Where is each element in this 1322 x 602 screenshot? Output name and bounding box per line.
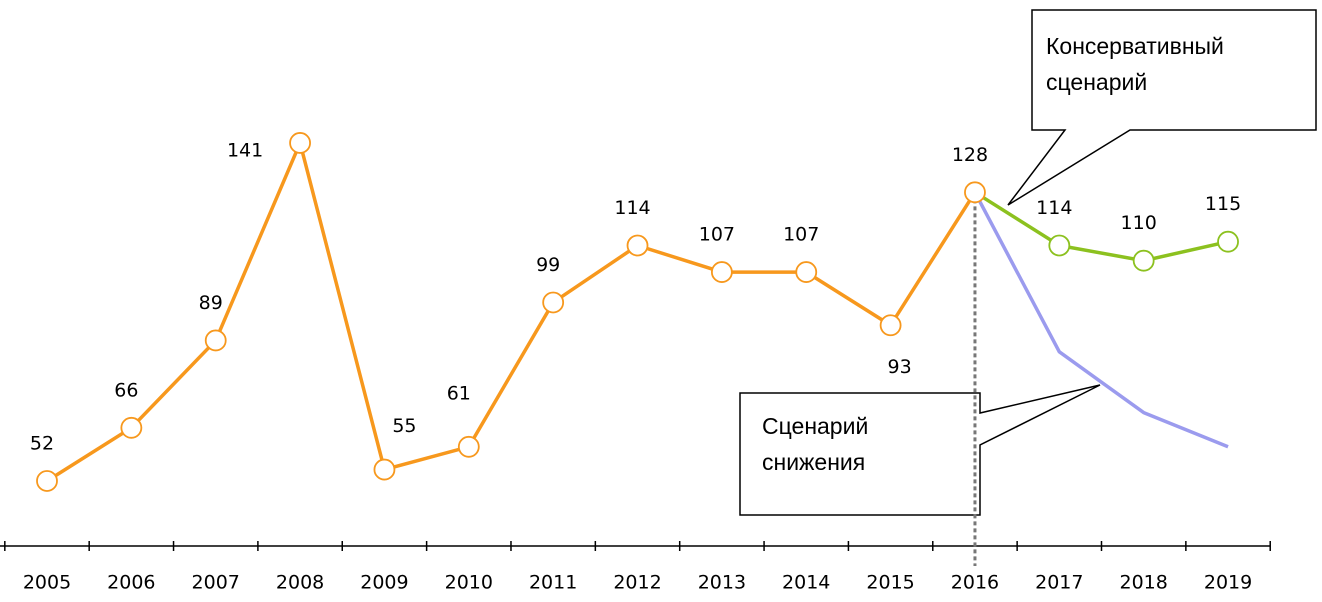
marker [795,261,818,283]
marker [542,291,565,314]
legend-label: Консервативный сценарий [1046,33,1230,95]
legend-label: Сценарий снижения [762,413,875,475]
marker [1048,234,1071,257]
x-tick-label: 2006 [107,572,155,594]
marker [1217,230,1239,253]
data-label: 115 [1205,193,1241,215]
x-tick-label: 2005 [23,572,71,594]
data-label: 66 [114,379,138,401]
marker [964,181,986,204]
series-line [973,191,1229,449]
callout-box [739,384,1101,516]
x-tick-label: 2019 [1204,572,1252,594]
data-label: 114 [614,197,650,219]
data-label: 110 [1121,212,1157,234]
marker [373,458,396,481]
x-tick-label: 2016 [951,572,999,594]
data-label: 128 [952,144,988,166]
data-label: 107 [783,224,819,246]
x-tick-label: 2013 [698,572,746,594]
data-label: 114 [1036,197,1072,219]
marker [457,435,480,458]
data-label: 55 [392,415,416,437]
marker [1132,249,1155,272]
marker [204,329,227,352]
marker [120,416,143,439]
data-label: 141 [227,139,263,161]
x-tick-label: 2012 [613,572,661,594]
series-line [974,190,1229,263]
data-label: 93 [888,356,912,378]
marker [879,314,902,337]
data-label: 61 [447,382,471,404]
marker [626,234,649,257]
data-label: 52 [30,432,54,454]
x-tick-label: 2017 [1035,572,1083,594]
x-tick-label: 2008 [276,572,324,594]
series-line [46,137,977,483]
x-tick-label: 2018 [1120,572,1168,594]
data-label: 99 [536,254,560,276]
marker [289,132,311,154]
data-label: 107 [699,224,735,246]
data-label: 89 [199,292,223,314]
marker [710,261,733,283]
marker [36,470,58,492]
x-tick-label: 2011 [529,572,577,594]
x-tick-label: 2010 [445,572,493,594]
x-tick-label: 2014 [782,572,830,594]
callout-box [1007,9,1317,206]
x-tick-label: 2009 [360,572,408,594]
x-tick-label: 2015 [866,572,914,594]
x-tick-label: 2007 [192,572,240,594]
